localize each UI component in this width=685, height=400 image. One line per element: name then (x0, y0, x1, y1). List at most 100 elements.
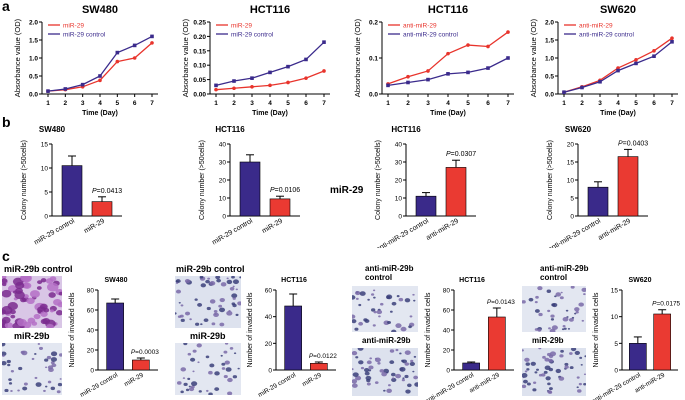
stained-cell (180, 304, 184, 307)
stained-cell (223, 374, 228, 379)
stained-cell (570, 348, 577, 352)
panel-letter-a: a (2, 0, 10, 14)
stained-cell (372, 324, 376, 327)
data-point (322, 40, 326, 44)
stained-cell (235, 313, 239, 317)
stained-cell (175, 289, 181, 294)
stained-cell (383, 389, 386, 392)
stained-cell (219, 307, 226, 313)
stained-cell (398, 297, 404, 302)
stained-cell (534, 300, 538, 304)
data-point (132, 56, 137, 60)
x-tick-label: 5 (286, 100, 290, 107)
y-tick-label: 0 (398, 214, 402, 221)
stained-cell (38, 346, 44, 350)
y-tick-label: 5 (570, 196, 574, 203)
stained-cell (20, 297, 27, 303)
x-tick-label: 6 (304, 100, 308, 107)
stained-cell (199, 276, 204, 279)
bar (91, 201, 113, 217)
y-tick-label: 0.5 (29, 74, 38, 81)
invasion-photo (2, 276, 62, 328)
stained-cell (366, 382, 371, 386)
x-tick-label: 4 (268, 100, 272, 107)
stained-cell (389, 360, 395, 365)
category-label: miR-29 control (211, 217, 254, 246)
stained-cell (190, 357, 196, 362)
stained-cell (232, 279, 240, 285)
stained-cell (564, 365, 569, 369)
category-label: miR-29 (83, 218, 106, 235)
stained-cell (50, 361, 55, 365)
stained-cell (580, 363, 583, 366)
stained-cell (404, 362, 410, 366)
stained-cell (43, 308, 50, 313)
chart-title: SW620 (565, 125, 592, 134)
data-point (426, 69, 430, 73)
stained-cell (175, 312, 177, 315)
category-label: miR-29 control (33, 217, 76, 246)
data-point (132, 43, 137, 48)
data-point (670, 40, 674, 44)
data-point (46, 89, 50, 93)
stained-cells-texture (522, 348, 586, 396)
data-point (150, 34, 154, 39)
stained-cell (189, 318, 192, 321)
stained-cell (522, 300, 526, 304)
y-tick-label: 40 (87, 328, 95, 335)
stained-cell (413, 355, 417, 358)
y-axis-label: Colony number (>50cells) (199, 140, 206, 220)
stained-cell (220, 282, 227, 287)
data-point (250, 85, 254, 89)
bar (462, 362, 480, 371)
stained-cell (235, 288, 238, 291)
stained-cell (374, 357, 381, 363)
stained-cells-texture (175, 276, 241, 328)
data-point (268, 70, 272, 75)
x-tick-label: 3 (250, 100, 254, 107)
y-tick-label: 5 (614, 341, 618, 348)
stained-cell (569, 352, 573, 355)
x-tick-label: 2 (64, 100, 68, 107)
invasion-photo (352, 348, 418, 396)
x-tick-label: 1 (46, 100, 50, 107)
stained-cell (364, 371, 370, 376)
x-tick-label: 5 (634, 100, 638, 107)
stained-cell (574, 312, 577, 315)
y-tick-label: 0.1 (369, 56, 378, 63)
stained-cell (57, 382, 62, 387)
y-axis-label: Absorbance value (OD) (353, 18, 362, 97)
stained-cell (386, 294, 393, 300)
series-line (215, 41, 325, 86)
stained-cell (578, 302, 584, 307)
stained-cell (58, 291, 62, 296)
photo-label: miR-29b (14, 331, 50, 341)
stained-cell (381, 371, 388, 377)
y-tick-label: 1.5 (29, 38, 38, 45)
x-tick-label: 2 (232, 100, 236, 107)
stained-cell (232, 297, 236, 300)
x-tick-label: 7 (506, 100, 510, 107)
stained-cell (231, 276, 235, 279)
stained-cell (409, 315, 413, 318)
data-point (486, 44, 490, 49)
stained-cell (35, 382, 42, 387)
stained-cell (373, 310, 377, 314)
data-point (150, 41, 154, 45)
stained-cell (2, 282, 7, 287)
stained-cell (524, 370, 528, 373)
legend-entry: miR-29 (63, 23, 84, 30)
bar (310, 363, 328, 371)
stained-cell (205, 355, 210, 359)
stained-cell (10, 389, 13, 392)
invasion-photo (522, 286, 586, 332)
stained-cell (237, 301, 241, 306)
category-label: anti-miR-29 (425, 218, 460, 242)
photo-label: anti-miR-29b control (365, 264, 414, 282)
stained-cell (389, 310, 393, 313)
stained-cell (559, 296, 564, 300)
stained-cell (20, 350, 25, 354)
stained-cell (410, 359, 414, 363)
x-tick-label: 4 (98, 100, 102, 107)
y-tick-label: 80 (443, 288, 451, 295)
